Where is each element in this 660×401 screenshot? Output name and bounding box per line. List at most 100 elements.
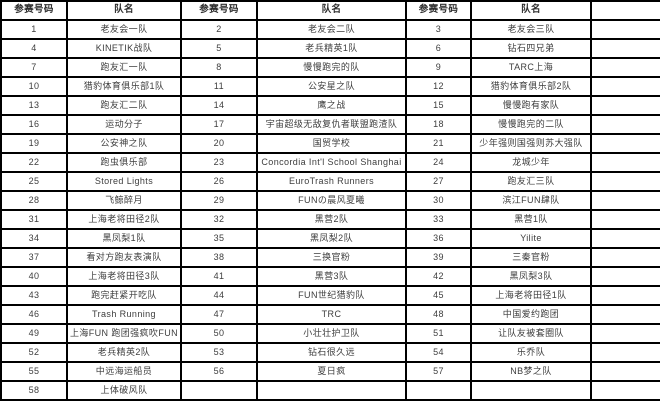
- table-row: 22 跑虫俱乐部 23 Concordia Int'l School Shanghai…: [0, 152, 660, 173]
- column-header-team-name: 队名: [470, 0, 592, 21]
- empty-cell: [590, 380, 660, 401]
- team-name-cell: FUN世纪猎豹队: [256, 285, 407, 306]
- table-body: 1 老友会一队 2 老友会二队 3 老友会三队 4 KINETIK战队 5 老兵精英1队 6 钻石四兄…: [0, 19, 660, 401]
- empty-cell: [590, 57, 660, 78]
- participant-number-cell: [180, 380, 258, 401]
- empty-cell: [590, 266, 660, 287]
- participant-number-cell: 18: [405, 114, 472, 135]
- team-name-cell: 黑营3队: [256, 266, 407, 287]
- empty-cell: [590, 152, 660, 173]
- participant-number-cell: 2: [180, 19, 258, 40]
- team-name-cell: 跑友汇一队: [66, 57, 182, 78]
- table-row: 25 Stored Lights 26 EuroTrash Runners 27 跑友汇三…: [0, 171, 660, 192]
- participant-number-cell: 30: [405, 190, 472, 211]
- participant-number-cell: 10: [0, 76, 68, 97]
- column-header-number: 参赛号码: [0, 0, 68, 21]
- team-name-cell: 中国爱约跑团: [470, 304, 592, 325]
- participant-number-cell: 56: [180, 361, 258, 382]
- empty-cell: [590, 114, 660, 135]
- empty-cell: [590, 95, 660, 116]
- team-name-cell: Stored Lights: [66, 171, 182, 192]
- column-header-number: 参赛号码: [180, 0, 258, 21]
- participant-number-cell: 12: [405, 76, 472, 97]
- participant-number-cell: 27: [405, 171, 472, 192]
- participant-number-cell: 29: [180, 190, 258, 211]
- participant-number-cell: 50: [180, 323, 258, 344]
- empty-cell: [590, 19, 660, 40]
- team-name-cell: 夏日疯: [256, 361, 407, 382]
- participant-number-cell: 7: [0, 57, 68, 78]
- participant-number-cell: 4: [0, 38, 68, 59]
- participant-number-cell: 58: [0, 380, 68, 401]
- team-name-cell: 少年强则国强则苏大强队: [470, 133, 592, 154]
- team-name-cell: 跑虫俱乐部: [66, 152, 182, 173]
- team-name-cell: Yilite: [470, 228, 592, 249]
- empty-cell: [590, 133, 660, 154]
- participant-number-cell: 36: [405, 228, 472, 249]
- empty-cell: [590, 342, 660, 363]
- table-row: 37 看对方跑友表演队 38 三换官粉 39 三秦官粉: [0, 247, 660, 268]
- participant-number-cell: 45: [405, 285, 472, 306]
- participant-number-cell: 5: [180, 38, 258, 59]
- team-name-cell: Concordia Int'l School Shanghai: [256, 152, 407, 173]
- table-row: 40 上海老将田径3队 41 黑营3队 42 黑凤梨3队: [0, 266, 660, 287]
- table-row: 4 KINETIK战队 5 老兵精英1队 6 钻石四兄弟: [0, 38, 660, 59]
- column-header-number: 参赛号码: [405, 0, 472, 21]
- team-name-cell: 国贸学校: [256, 133, 407, 154]
- team-name-cell: 小壮壮护卫队: [256, 323, 407, 344]
- team-name-cell: 上海FUN 跑团强疯吹FUN: [66, 323, 182, 344]
- team-name-cell: 猎豹体育俱乐部1队: [66, 76, 182, 97]
- team-name-cell: 老兵精英2队: [66, 342, 182, 363]
- participant-number-cell: 35: [180, 228, 258, 249]
- team-name-cell: 让队友被套圈队: [470, 323, 592, 344]
- empty-cell: [590, 228, 660, 249]
- team-name-cell: 慢慢跑完的二队: [470, 114, 592, 135]
- team-name-cell: TRC: [256, 304, 407, 325]
- participant-number-cell: 11: [180, 76, 258, 97]
- team-name-cell: 老友会二队: [256, 19, 407, 40]
- team-name-cell: 跑完赶紧开吃队: [66, 285, 182, 306]
- participant-number-cell: 47: [180, 304, 258, 325]
- header-row: 参赛号码 队名 参赛号码 队名 参赛号码 队名: [0, 0, 660, 21]
- team-name-cell: 乐乔队: [470, 342, 592, 363]
- table-row: 52 老兵精英2队 53 钻石很久远 54 乐乔队: [0, 342, 660, 363]
- participant-number-cell: 19: [0, 133, 68, 154]
- participant-number-cell: 48: [405, 304, 472, 325]
- column-header-team-name: 队名: [256, 0, 407, 21]
- participant-number-cell: 26: [180, 171, 258, 192]
- empty-cell: [590, 323, 660, 344]
- column-header-empty: [590, 0, 660, 21]
- participant-number-cell: 14: [180, 95, 258, 116]
- empty-cell: [590, 361, 660, 382]
- participant-number-cell: 13: [0, 95, 68, 116]
- team-name-cell: 慢慢跑完的队: [256, 57, 407, 78]
- participant-number-cell: 41: [180, 266, 258, 287]
- empty-cell: [590, 285, 660, 306]
- participant-number-cell: 37: [0, 247, 68, 268]
- participant-number-cell: 17: [180, 114, 258, 135]
- participant-number-cell: 49: [0, 323, 68, 344]
- participant-number-cell: 46: [0, 304, 68, 325]
- participant-number-cell: 16: [0, 114, 68, 135]
- participant-number-cell: 21: [405, 133, 472, 154]
- team-name-cell: 钻石很久远: [256, 342, 407, 363]
- team-name-cell: FUNの晨风夏曦: [256, 190, 407, 211]
- participant-number-cell: 38: [180, 247, 258, 268]
- participant-number-cell: 3: [405, 19, 472, 40]
- empty-cell: [590, 171, 660, 192]
- team-name-cell: 黑凤梨2队: [256, 228, 407, 249]
- team-name-cell: 宇宙超级无敌复仇者联盟跑渣队: [256, 114, 407, 135]
- team-name-cell: 猎豹体育俱乐部2队: [470, 76, 592, 97]
- team-name-cell: 鹰之战: [256, 95, 407, 116]
- team-name-cell: 龙城少年: [470, 152, 592, 173]
- team-name-cell: 黑营1队: [470, 209, 592, 230]
- empty-cell: [590, 304, 660, 325]
- team-name-cell: 上海老将田径3队: [66, 266, 182, 287]
- team-name-cell: 上体破风队: [66, 380, 182, 401]
- participant-number-cell: [405, 380, 472, 401]
- team-name-cell: 跑友汇三队: [470, 171, 592, 192]
- team-name-cell: 运动分子: [66, 114, 182, 135]
- table-row: 28 飞鲸醉月 29 FUNの晨风夏曦 30 滨江FUN肆队: [0, 190, 660, 211]
- participant-number-cell: 53: [180, 342, 258, 363]
- column-header-team-name: 队名: [66, 0, 182, 21]
